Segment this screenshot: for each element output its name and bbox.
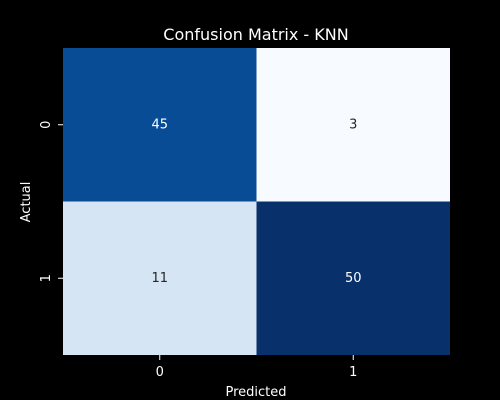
x-axis-label: Predicted [225,385,286,400]
y-tick-label-0: 0 [39,121,54,129]
cell-value-r0-c0: 45 [151,117,168,132]
y-axis-label: Actual [19,182,34,223]
x-tick-label-1: 1 [349,365,357,380]
x-tick-label-0: 0 [156,365,164,380]
chart-title: Confusion Matrix - KNN [163,25,348,44]
cell-value-r1-c1: 50 [345,271,362,286]
heatmap-cells [63,48,450,355]
cell-value-r0-c1: 3 [349,117,357,132]
y-tick-label-1: 1 [39,274,54,282]
y-axis-ticks: 01 [39,121,63,283]
cell-value-r1-c0: 11 [151,271,168,286]
